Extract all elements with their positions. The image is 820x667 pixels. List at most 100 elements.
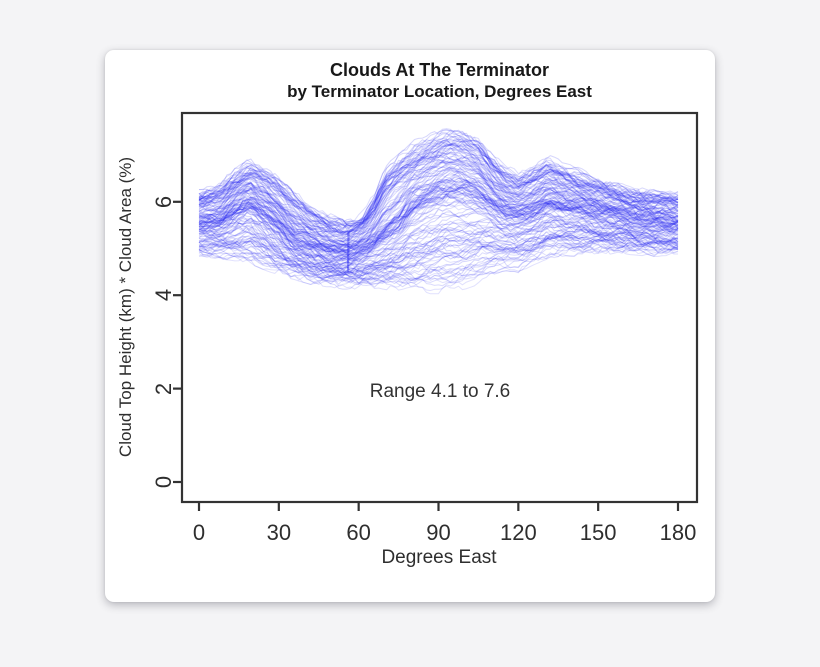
series-line [198, 230, 679, 279]
series-line [198, 196, 678, 262]
series-line [198, 168, 679, 252]
series-line [198, 182, 679, 261]
series-line [198, 210, 679, 267]
series-line [198, 191, 679, 258]
series-line [198, 174, 679, 255]
series-line [198, 189, 679, 265]
x-tick-label: 120 [499, 520, 537, 545]
series-line [198, 243, 678, 291]
series-line [198, 168, 679, 247]
chart-title: Clouds At The Terminator [329, 60, 549, 80]
series-line [198, 232, 679, 276]
series-line [198, 140, 679, 223]
series-line [198, 187, 679, 253]
series-line [198, 189, 679, 258]
series-line [198, 151, 679, 236]
series-line [198, 151, 679, 235]
series-line [198, 202, 679, 261]
series-line [198, 229, 679, 276]
series-line [198, 140, 679, 235]
series-line [198, 217, 679, 275]
series-line [198, 177, 679, 262]
series-line [198, 233, 679, 281]
series-line [198, 217, 679, 272]
series-line [198, 229, 679, 276]
series-line [198, 148, 679, 240]
series-line [198, 239, 679, 279]
series-line [198, 158, 679, 243]
series-line [198, 200, 679, 264]
series-line [198, 154, 679, 246]
series-line [198, 170, 679, 249]
series-line [198, 215, 679, 265]
series-line [198, 160, 679, 241]
series-line [198, 187, 679, 253]
series-line [198, 236, 679, 287]
series-line [198, 218, 679, 271]
series-line [198, 210, 679, 270]
series-line [198, 179, 679, 256]
series-line [198, 199, 679, 255]
series-line [198, 157, 679, 239]
series-line [198, 215, 679, 275]
series-line [198, 221, 679, 276]
series-line [198, 243, 679, 285]
x-tick-label: 0 [192, 520, 206, 545]
series-line [198, 228, 679, 268]
series-line [198, 184, 679, 253]
series-line [198, 143, 679, 229]
series-line [198, 175, 679, 258]
series-line [198, 149, 679, 231]
y-tick-label: 4 [151, 289, 176, 302]
series-line [198, 144, 679, 232]
series-line [198, 183, 679, 252]
series-line [198, 131, 679, 231]
series-line [198, 147, 679, 237]
series-line [198, 213, 679, 271]
series-line [198, 172, 679, 256]
series-line [198, 151, 679, 241]
series-line [198, 138, 679, 231]
series-line [198, 184, 679, 257]
y-tick-label: 6 [151, 195, 176, 208]
y-tick-label: 2 [151, 382, 176, 395]
series-line [198, 241, 679, 288]
series-line [198, 207, 679, 266]
series-line [198, 184, 679, 252]
series-line [198, 234, 679, 286]
spaghetti-lines [198, 128, 679, 295]
series-line [198, 239, 679, 290]
series-line [198, 178, 679, 249]
series-line [198, 238, 679, 280]
series-line [198, 173, 679, 253]
x-tick-label: 150 [579, 520, 617, 545]
series-line [198, 143, 679, 228]
series-line [198, 224, 679, 280]
series-line [198, 144, 679, 236]
series-line [198, 135, 679, 225]
series-line [199, 193, 679, 259]
series-line [198, 192, 679, 264]
series-line [198, 244, 679, 295]
series-line [198, 215, 679, 268]
series-line [198, 230, 679, 281]
series-line [198, 139, 679, 236]
series-line [198, 154, 679, 235]
series-line [198, 239, 679, 289]
series-line [198, 159, 679, 237]
series-line [198, 241, 679, 283]
range-annotation: Range 4.1 to 7.6 [369, 381, 511, 402]
series-line [198, 224, 679, 278]
series-line [199, 222, 679, 274]
series-line [198, 147, 679, 242]
chart-subtitle: by Terminator Location, Degrees East [287, 82, 592, 101]
x-tick-label: 90 [426, 520, 451, 545]
series-line [198, 231, 679, 279]
series-line [198, 168, 679, 249]
series-line [198, 166, 679, 244]
series-line [198, 158, 679, 235]
series-line [198, 231, 679, 278]
series-line [198, 160, 679, 243]
series-line [198, 184, 679, 260]
series-line [198, 201, 679, 260]
